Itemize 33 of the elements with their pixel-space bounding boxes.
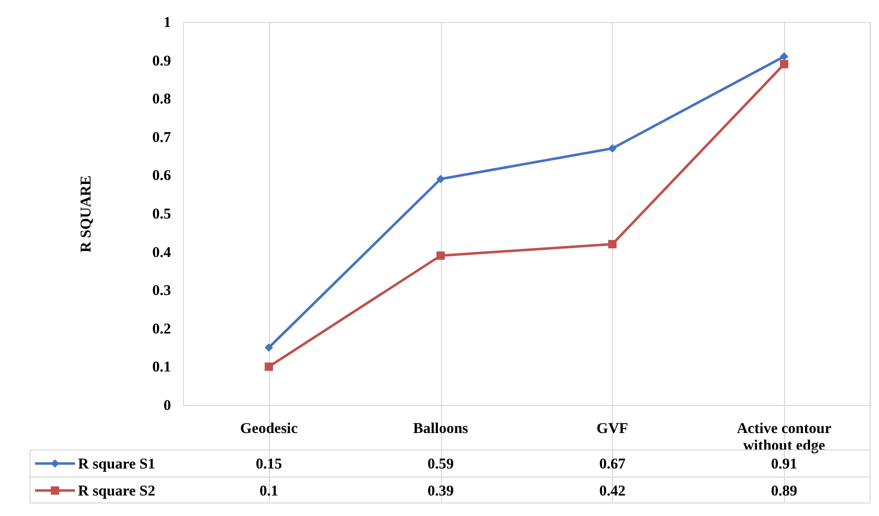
legend-label: R square S1 <box>78 456 156 472</box>
point <box>608 144 617 153</box>
y-tick-label: 0.3 <box>152 283 171 300</box>
point <box>608 240 617 248</box>
y-tick-label: 1 <box>164 15 171 31</box>
point <box>780 52 788 61</box>
y-tick-label: 0.1 <box>152 360 171 376</box>
y-tick-label: 0.7 <box>152 130 172 146</box>
point <box>264 343 274 352</box>
x-tick-label: Balloons <box>413 421 468 437</box>
data-label: 0.42 <box>599 484 626 500</box>
data-label: 0.1 <box>260 484 278 500</box>
x-tick-label: GVF <box>596 421 628 437</box>
y-tick-label: 0.8 <box>152 92 171 108</box>
data-label: 0.15 <box>256 456 282 472</box>
point <box>436 251 445 260</box>
point <box>264 362 274 371</box>
y-tick-label: 0.5 <box>152 206 171 222</box>
data-label: 0.67 <box>599 456 626 472</box>
data-label: 0.89 <box>771 484 798 500</box>
y-tick-label: 0.9 <box>152 53 171 70</box>
data-label: 0.39 <box>428 484 454 500</box>
data-label: 0.91 <box>771 456 798 472</box>
point <box>780 60 788 68</box>
data-label: 0.59 <box>428 456 454 472</box>
point <box>436 174 445 184</box>
y-axis-title: R SQUARE <box>78 175 94 253</box>
y-tick-label: 0 <box>164 398 171 414</box>
y-tick-label: 0.4 <box>152 244 172 261</box>
legend-label: R square S2 <box>78 484 156 500</box>
y-tick-label: 0.2 <box>152 321 171 338</box>
x-tick-label: Geodesic <box>240 421 298 437</box>
y-tick-label: 0.6 <box>152 168 172 184</box>
